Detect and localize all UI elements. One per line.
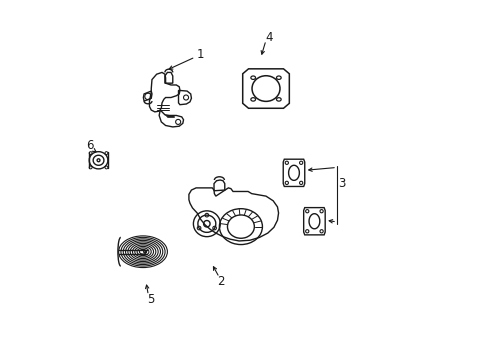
- Text: 1: 1: [197, 48, 204, 61]
- Text: 2: 2: [217, 275, 224, 288]
- Text: 5: 5: [146, 293, 154, 306]
- Text: 4: 4: [265, 31, 273, 44]
- Text: 3: 3: [338, 177, 345, 190]
- Text: 6: 6: [86, 139, 93, 152]
